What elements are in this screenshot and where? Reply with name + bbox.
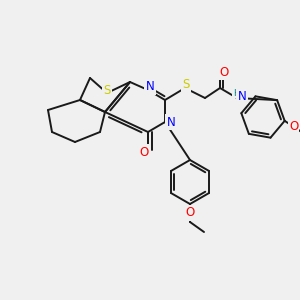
Text: O: O (140, 146, 148, 158)
Text: O: O (219, 65, 229, 79)
Text: N: N (167, 116, 176, 128)
Text: H: H (232, 88, 239, 98)
Text: S: S (103, 83, 111, 97)
Text: N: N (238, 89, 246, 103)
Text: S: S (182, 79, 190, 92)
Text: N: N (146, 80, 154, 94)
Text: O: O (185, 206, 195, 220)
Text: O: O (289, 120, 298, 133)
